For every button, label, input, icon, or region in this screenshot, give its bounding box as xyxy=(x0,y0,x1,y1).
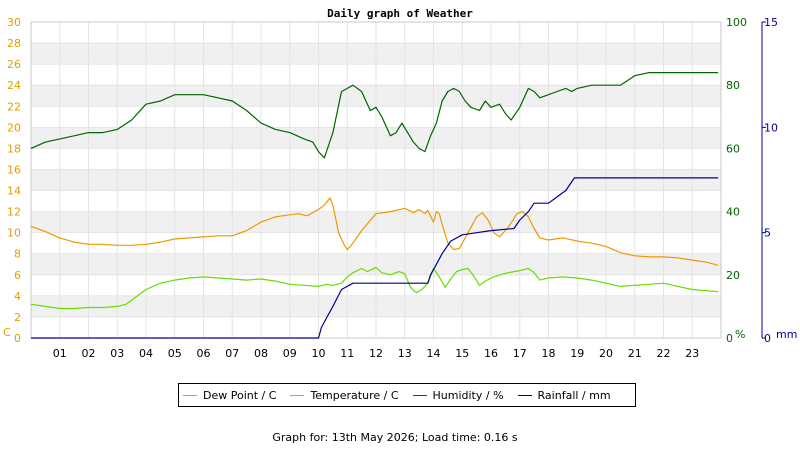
series-line-temperature xyxy=(30,197,719,266)
x-tick-label: 17 xyxy=(513,347,527,360)
rain-tick-label: 0 xyxy=(764,332,771,345)
x-tick-label: 15 xyxy=(455,347,469,360)
left-tick-label: 0 xyxy=(14,332,21,345)
x-axis-ticks: 01 02 03 04 05 06 07 08 09 10 11 12 13 14 15 16 17 18 19 20… xyxy=(53,347,700,360)
left-tick-label: 6 xyxy=(14,269,21,282)
x-tick-label: 10 xyxy=(312,347,326,360)
weather-chart: Daily graph of Weather 01 02 03 04 05 06 07 08 0… xyxy=(3,7,797,360)
left-tick-label: 28 xyxy=(7,37,21,50)
x-tick-label: 13 xyxy=(398,347,412,360)
left-tick-label: 14 xyxy=(7,185,21,198)
legend-swatch-temperature xyxy=(290,394,305,396)
x-tick-label: 18 xyxy=(542,347,556,360)
rain-axis-unit: mm xyxy=(776,328,797,341)
left-tick-label: 26 xyxy=(7,58,21,71)
x-tick-label: 14 xyxy=(427,347,441,360)
rain-axis-ticks: 0 5 10 15 xyxy=(762,16,778,345)
humidity-tick-label: 80 xyxy=(726,79,740,92)
legend-swatch-rainfall xyxy=(517,394,532,396)
x-tick-label: 21 xyxy=(628,347,642,360)
left-tick-label: 12 xyxy=(7,206,21,219)
left-axis-unit: C xyxy=(3,326,11,339)
x-tick-label: 12 xyxy=(369,347,383,360)
x-tick-label: 20 xyxy=(599,347,613,360)
left-tick-label: 30 xyxy=(7,16,21,29)
series-line-dew-point xyxy=(30,266,719,310)
x-tick-label: 07 xyxy=(225,347,239,360)
x-tick-label: 09 xyxy=(283,347,297,360)
legend-swatch-dew-point xyxy=(183,394,197,396)
x-tick-label: 01 xyxy=(53,347,67,360)
x-tick-label: 02 xyxy=(82,347,96,360)
legend-item-humidity: Humidity / % xyxy=(412,388,504,402)
x-tick-label: 16 xyxy=(484,347,498,360)
chart-legend: Dew Point / C Temperature / C Humidity /… xyxy=(178,383,636,407)
left-tick-label: 4 xyxy=(14,290,21,303)
left-tick-label: 18 xyxy=(7,142,21,155)
x-tick-label: 22 xyxy=(657,347,671,360)
x-tick-label: 03 xyxy=(110,347,124,360)
series-line-humidity xyxy=(30,72,719,159)
legend-label: Dew Point / C xyxy=(203,388,277,402)
left-tick-label: 24 xyxy=(7,79,21,92)
x-tick-label: 06 xyxy=(197,347,211,360)
footer-status: Graph for: 13th May 2026; Load time: 0.1… xyxy=(272,431,518,444)
humidity-tick-label: 100 xyxy=(726,16,747,29)
rain-tick-label: 15 xyxy=(764,16,778,29)
x-tick-label: 23 xyxy=(685,347,699,360)
series-line-rainfall xyxy=(31,177,719,339)
legend-item-rainfall: Rainfall / mm xyxy=(517,388,611,402)
left-tick-label: 8 xyxy=(14,248,21,261)
left-tick-label: 22 xyxy=(7,100,21,113)
humidity-tick-label: 60 xyxy=(726,142,740,155)
grid-lines xyxy=(30,21,722,339)
rain-tick-label: 5 xyxy=(764,227,771,240)
humidity-tick-label: 20 xyxy=(726,269,740,282)
legend-label: Temperature / C xyxy=(310,388,399,402)
x-tick-label: 04 xyxy=(139,347,153,360)
humidity-axis-unit: % xyxy=(735,328,745,341)
legend-swatch-humidity xyxy=(412,394,427,396)
left-tick-label: 20 xyxy=(7,121,21,134)
x-tick-label: 19 xyxy=(570,347,584,360)
x-tick-label: 08 xyxy=(254,347,268,360)
chart-title: Daily graph of Weather xyxy=(327,7,473,20)
rain-tick-label: 10 xyxy=(764,121,778,134)
left-tick-label: 10 xyxy=(7,227,21,240)
left-tick-label: 2 xyxy=(14,311,21,324)
series-lines xyxy=(30,72,719,339)
plot-border xyxy=(30,21,722,339)
left-tick-label: 16 xyxy=(7,163,21,176)
humidity-tick-label: 0 xyxy=(726,332,733,345)
legend-item-dew-point: Dew Point / C xyxy=(183,389,276,402)
humidity-tick-label: 40 xyxy=(726,206,740,219)
humidity-axis-ticks: 0 20 40 60 80 100 xyxy=(726,16,747,345)
x-tick-label: 11 xyxy=(340,347,354,360)
legend-label: Humidity / % xyxy=(432,388,504,402)
x-tick-label: 05 xyxy=(168,347,182,360)
legend-label: Rainfall / mm xyxy=(537,388,611,402)
legend-item-temperature: Temperature / C xyxy=(290,388,399,402)
